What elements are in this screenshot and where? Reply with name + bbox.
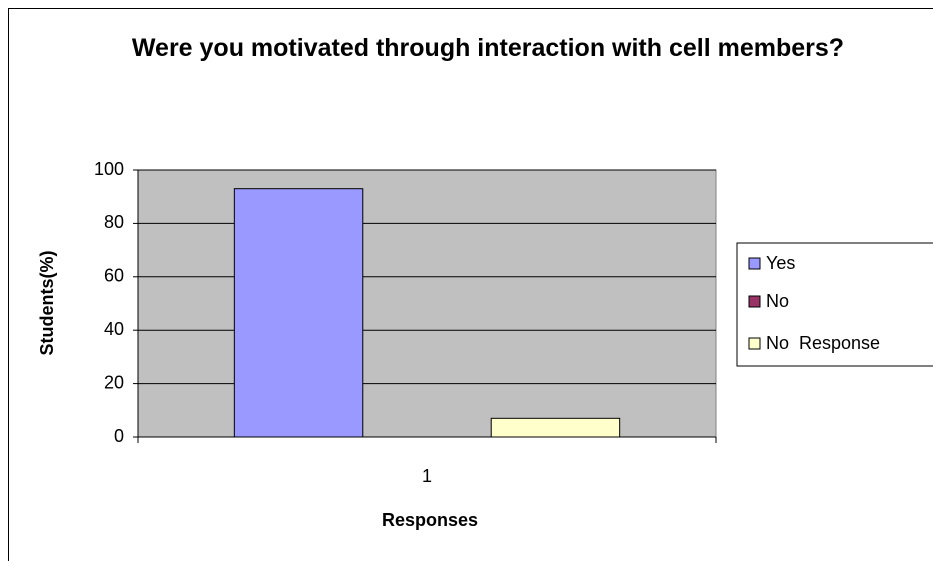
bar — [233, 188, 364, 438]
y-tick-label: 0 — [114, 426, 124, 446]
legend-swatch — [748, 337, 761, 350]
plot-area — [137, 169, 717, 438]
y-tick-label: 20 — [104, 372, 124, 392]
y-tick-label: 80 — [104, 212, 124, 232]
y-tick-label: 60 — [104, 266, 124, 286]
legend — [736, 242, 933, 367]
y-axis-label: Students(%) — [37, 251, 57, 356]
legend-label: Yes — [766, 253, 795, 273]
x-axis-label: Responses — [382, 510, 478, 530]
x-tick-label: 1 — [422, 466, 432, 486]
legend-swatch — [748, 257, 761, 270]
bar — [490, 417, 621, 438]
legend-label: No — [766, 291, 789, 311]
legend-swatch — [748, 295, 761, 308]
chart-title: Were you motivated through interaction w… — [131, 34, 845, 62]
y-tick-label: 40 — [104, 319, 124, 339]
y-tick-label: 100 — [94, 159, 124, 179]
legend-label: No Response — [766, 333, 880, 353]
